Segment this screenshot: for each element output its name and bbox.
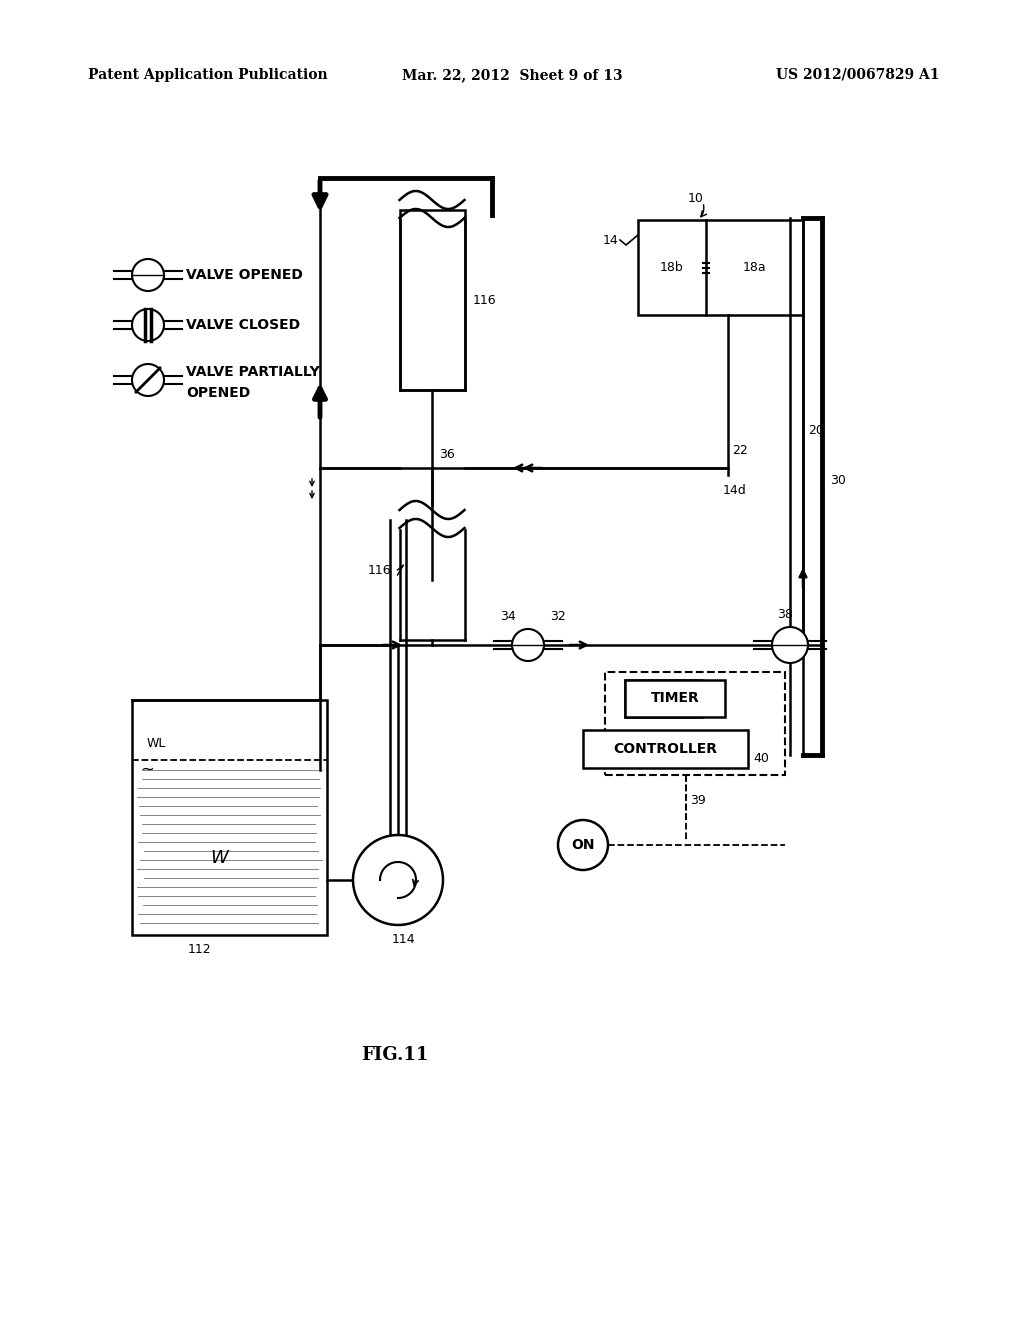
Text: ~: ~ <box>140 762 154 779</box>
Text: FIG.11: FIG.11 <box>361 1045 429 1064</box>
Bar <box>638 220 803 315</box>
Circle shape <box>512 630 544 661</box>
Text: 112: 112 <box>187 942 211 956</box>
Text: W: W <box>211 849 228 867</box>
Text: 14d: 14d <box>723 483 746 496</box>
Bar <box>583 730 748 768</box>
Circle shape <box>353 836 443 925</box>
Text: 22: 22 <box>732 444 748 457</box>
Circle shape <box>132 364 164 396</box>
Text: 39: 39 <box>690 793 707 807</box>
Text: Patent Application Publication: Patent Application Publication <box>88 69 328 82</box>
Text: WL: WL <box>147 737 166 750</box>
Bar <box>625 680 702 717</box>
Circle shape <box>132 309 164 341</box>
Bar <box>132 700 327 935</box>
Text: Mar. 22, 2012  Sheet 9 of 13: Mar. 22, 2012 Sheet 9 of 13 <box>401 69 623 82</box>
Bar <box>605 672 785 775</box>
Text: 114: 114 <box>391 933 415 946</box>
Bar <box>625 680 725 717</box>
Circle shape <box>132 259 164 290</box>
Circle shape <box>772 627 808 663</box>
Circle shape <box>558 820 608 870</box>
Text: 40: 40 <box>753 752 769 766</box>
Text: 18b: 18b <box>660 261 684 275</box>
Text: CONTROLLER: CONTROLLER <box>613 742 718 756</box>
Text: 116: 116 <box>472 293 496 306</box>
Text: VALVE PARTIALLY: VALVE PARTIALLY <box>186 366 319 379</box>
Text: 116: 116 <box>368 564 391 577</box>
Text: 20: 20 <box>808 424 824 437</box>
Text: 36: 36 <box>439 447 455 461</box>
Text: 18a: 18a <box>742 261 766 275</box>
Text: 34: 34 <box>500 610 516 623</box>
Text: US 2012/0067829 A1: US 2012/0067829 A1 <box>776 69 940 82</box>
Text: OPENED: OPENED <box>186 385 250 400</box>
Text: VALVE OPENED: VALVE OPENED <box>186 268 303 282</box>
Text: 32: 32 <box>550 610 566 623</box>
FancyBboxPatch shape <box>399 210 465 389</box>
Text: 14: 14 <box>603 234 618 247</box>
Text: 10: 10 <box>688 191 703 205</box>
Text: 30: 30 <box>830 474 846 487</box>
Text: VALVE CLOSED: VALVE CLOSED <box>186 318 300 333</box>
Text: 38: 38 <box>777 609 793 622</box>
Text: TIMER: TIMER <box>650 692 699 705</box>
Text: ON: ON <box>571 838 595 851</box>
